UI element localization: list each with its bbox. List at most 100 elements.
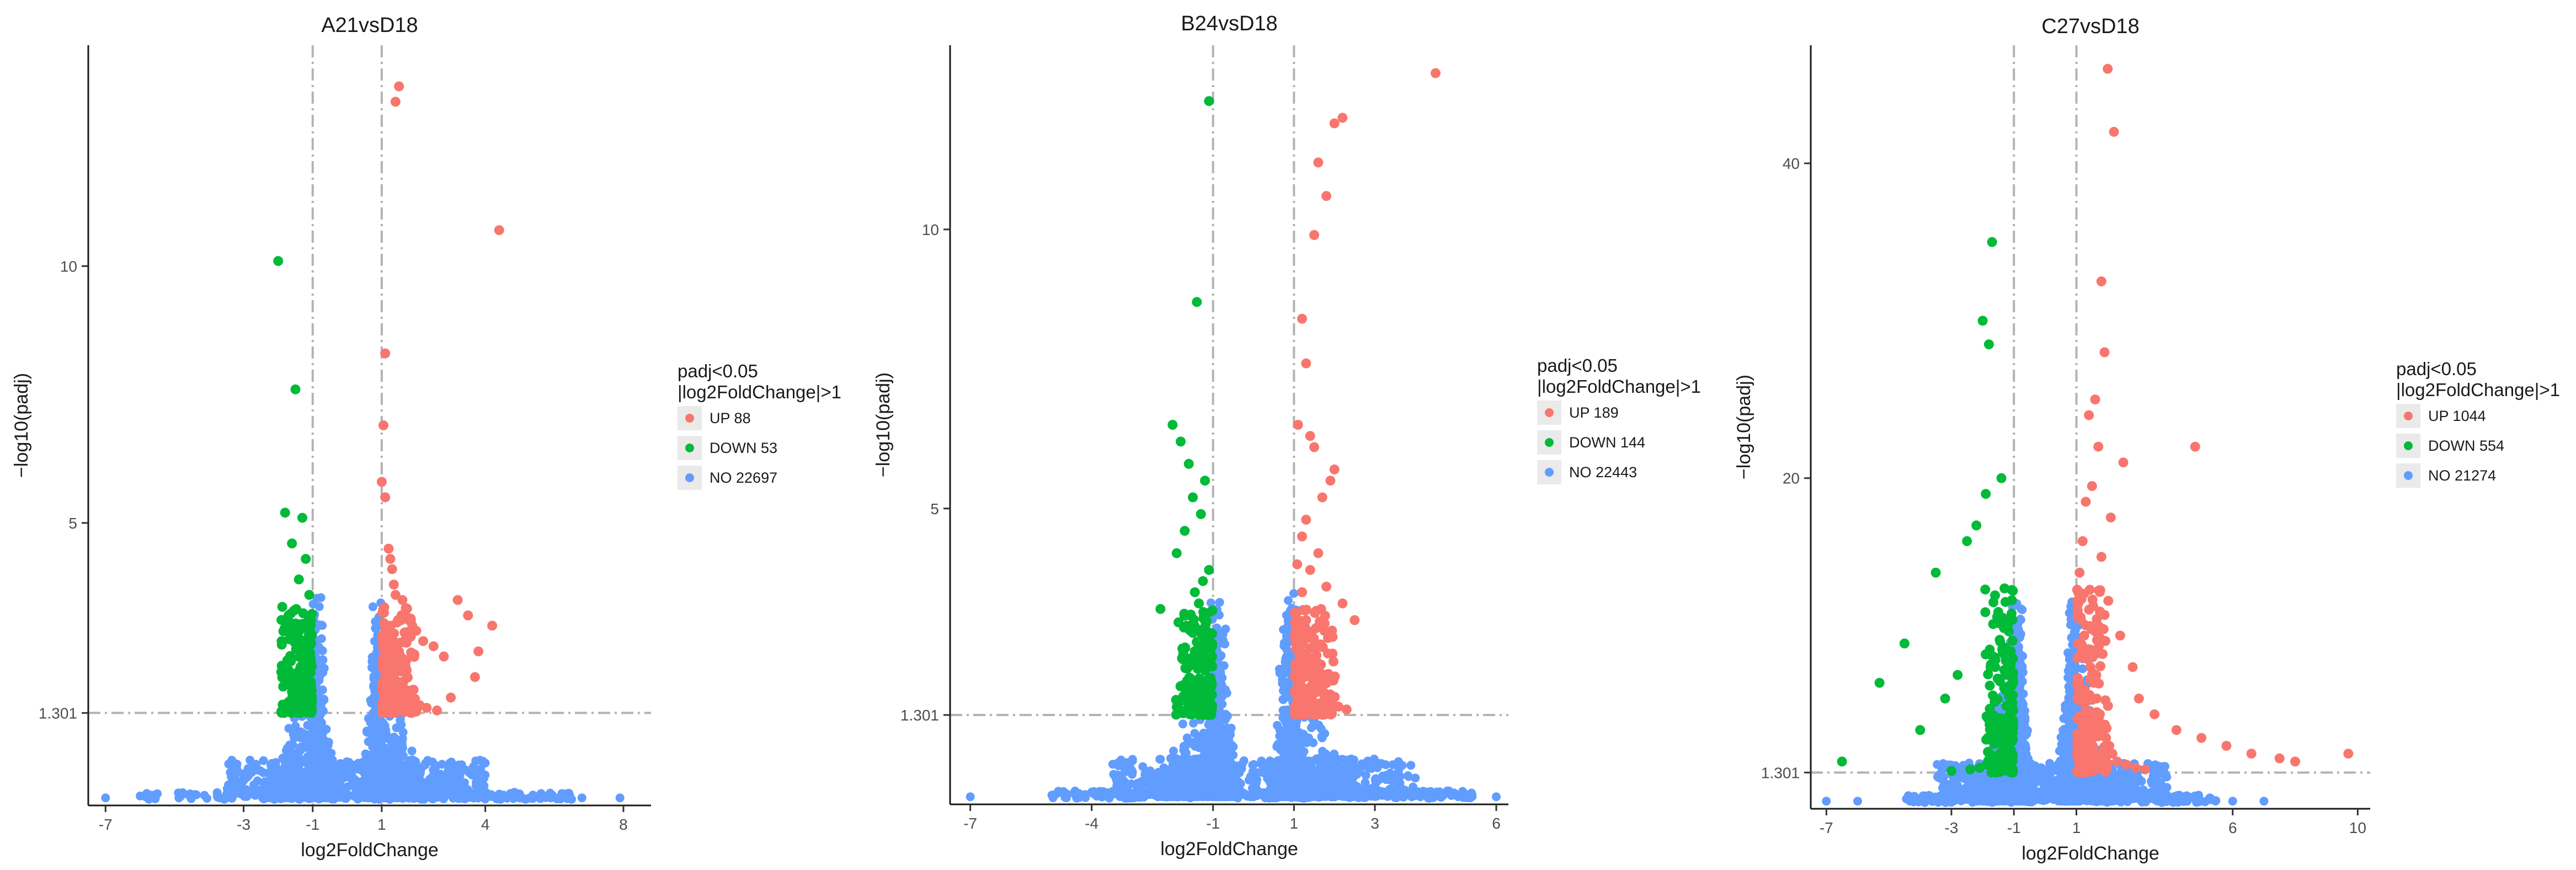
point-no <box>438 760 447 769</box>
point-no <box>342 790 351 799</box>
point-no <box>313 788 323 798</box>
point-up <box>1305 431 1315 441</box>
point-no <box>369 722 378 732</box>
point-no <box>1280 668 1289 677</box>
point-down <box>276 707 287 718</box>
point-no <box>222 784 232 793</box>
point-no <box>1198 763 1208 772</box>
point-no <box>1382 775 1391 784</box>
point-down <box>280 508 290 518</box>
series-up <box>1289 68 1441 720</box>
point-down <box>301 554 311 564</box>
point-no <box>306 735 315 744</box>
point-up <box>409 649 420 660</box>
point-no <box>1138 781 1148 790</box>
point-down <box>1198 612 1209 622</box>
point-no <box>366 780 375 789</box>
point-no <box>476 778 485 787</box>
point-up <box>401 655 412 665</box>
point-down <box>1192 637 1202 647</box>
point-no <box>371 623 380 633</box>
point-no <box>296 788 306 798</box>
point-no <box>1305 791 1315 800</box>
point-no <box>452 792 461 801</box>
point-no <box>1273 741 1282 750</box>
x-tick-label: -3 <box>237 816 250 833</box>
point-no <box>1358 784 1368 794</box>
point-down <box>1196 509 1206 519</box>
x-axis-label: log2FoldChange <box>301 840 439 861</box>
panel-title: B24vsD18 <box>1181 12 1277 35</box>
point-down <box>1180 611 1190 621</box>
point-no <box>1425 793 1434 803</box>
point-no <box>1220 764 1230 773</box>
point-no <box>146 793 155 803</box>
point-no <box>314 767 323 777</box>
point-no <box>380 793 390 803</box>
point-no <box>1159 763 1169 772</box>
point-no <box>326 786 335 796</box>
point-no <box>337 767 346 777</box>
point-no <box>966 792 975 802</box>
point-no <box>1121 778 1130 788</box>
point-no <box>1048 793 1058 803</box>
point-no <box>212 788 222 797</box>
point-up <box>1337 598 1348 609</box>
point-no <box>1369 754 1379 764</box>
point-no <box>1297 788 1306 798</box>
point-down <box>273 256 284 266</box>
point-no <box>1201 787 1210 796</box>
y-tick-label: 10 <box>60 258 77 275</box>
point-down <box>276 660 287 671</box>
point-down <box>1180 526 1190 536</box>
point-no <box>174 789 184 798</box>
point-no <box>1267 782 1277 791</box>
point-up <box>381 707 391 717</box>
point-up <box>1317 492 1327 503</box>
point-no <box>476 764 486 773</box>
point-up <box>428 641 439 652</box>
point-no <box>1178 719 1187 729</box>
point-up <box>391 666 402 677</box>
point-down <box>1180 643 1191 653</box>
point-no <box>1327 775 1336 784</box>
point-down <box>1193 661 1203 671</box>
point-no <box>1289 785 1298 794</box>
point-down <box>286 708 296 718</box>
point-no <box>498 792 507 801</box>
point-down <box>1207 641 1218 651</box>
point-up <box>1293 420 1303 430</box>
point-no <box>202 794 212 803</box>
point-up <box>402 627 412 637</box>
point-no <box>521 794 530 804</box>
point-no <box>1356 764 1365 773</box>
point-no <box>317 748 327 757</box>
point-up <box>383 648 394 659</box>
point-no <box>275 784 285 793</box>
point-down <box>307 697 317 707</box>
point-no <box>398 728 408 737</box>
point-no <box>1139 789 1149 798</box>
point-down <box>1155 604 1166 614</box>
point-up <box>463 610 473 621</box>
point-no <box>430 785 439 794</box>
point-no <box>1459 792 1469 802</box>
point-no <box>232 760 242 768</box>
point-up <box>396 684 407 695</box>
point-no <box>322 771 332 781</box>
threshold-lines <box>88 45 651 805</box>
point-no <box>228 771 238 780</box>
point-up <box>402 665 412 675</box>
point-up <box>1309 230 1319 240</box>
point-no <box>1105 793 1114 803</box>
point-down <box>1207 628 1217 639</box>
point-up <box>379 602 390 612</box>
point-no <box>1060 793 1070 802</box>
point-up <box>1305 565 1315 575</box>
point-no <box>360 764 370 773</box>
point-down <box>1171 548 1182 558</box>
point-no <box>1247 789 1257 798</box>
point-down <box>276 615 287 625</box>
point-up <box>1350 615 1360 626</box>
